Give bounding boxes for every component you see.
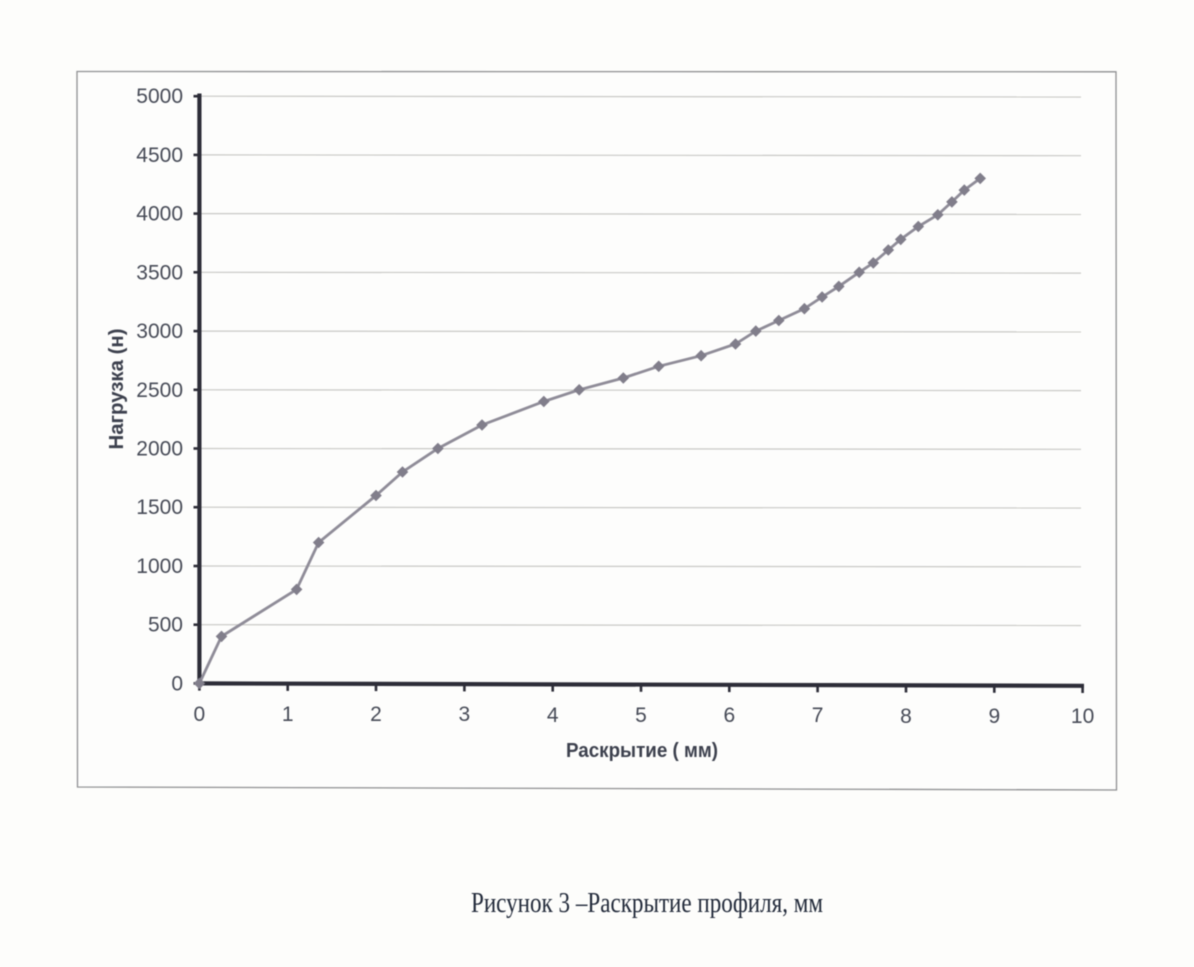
svg-text:Рисунок 3 –Раскрытие профиля,: Рисунок 3 –Раскрытие профиля, мм [471, 888, 823, 919]
svg-text:0: 0 [171, 672, 183, 695]
svg-text:Нагрузка (н): Нагрузка (н) [105, 329, 128, 450]
svg-text:10: 10 [1071, 705, 1094, 728]
svg-text:9: 9 [988, 705, 1000, 728]
svg-text:7: 7 [812, 704, 824, 727]
svg-text:3000: 3000 [136, 320, 183, 343]
svg-text:4500: 4500 [136, 144, 183, 167]
svg-text:1: 1 [282, 703, 294, 726]
svg-text:Раскрытие ( мм): Раскрытие ( мм) [566, 739, 718, 762]
svg-text:8: 8 [900, 705, 912, 728]
svg-text:2: 2 [370, 703, 382, 726]
svg-text:1500: 1500 [136, 496, 183, 519]
svg-text:3500: 3500 [136, 261, 183, 284]
svg-text:6: 6 [723, 704, 735, 727]
svg-text:4: 4 [547, 704, 559, 727]
svg-text:5: 5 [635, 704, 647, 727]
svg-text:5000: 5000 [136, 85, 183, 108]
svg-text:1000: 1000 [136, 555, 183, 578]
svg-text:2500: 2500 [136, 379, 183, 402]
svg-text:2000: 2000 [136, 438, 183, 461]
svg-text:4000: 4000 [136, 203, 183, 226]
svg-text:3: 3 [459, 703, 471, 726]
svg-text:0: 0 [194, 703, 206, 726]
svg-text:500: 500 [148, 614, 183, 637]
